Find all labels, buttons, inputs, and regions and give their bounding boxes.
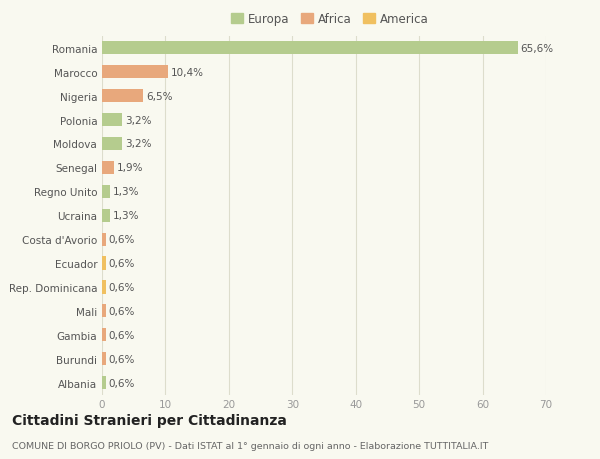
Text: 3,2%: 3,2% xyxy=(125,115,151,125)
Text: 0,6%: 0,6% xyxy=(109,330,135,340)
Bar xyxy=(102,114,122,127)
Text: 10,4%: 10,4% xyxy=(170,67,203,78)
Legend: Europa, Africa, America: Europa, Africa, America xyxy=(227,8,433,31)
Bar xyxy=(102,353,106,365)
Bar xyxy=(102,42,518,55)
Bar xyxy=(102,66,168,79)
Text: 0,6%: 0,6% xyxy=(109,282,135,292)
Bar xyxy=(102,209,110,222)
Text: 0,6%: 0,6% xyxy=(109,306,135,316)
Bar xyxy=(102,185,110,198)
Text: 0,6%: 0,6% xyxy=(109,354,135,364)
Bar xyxy=(102,376,106,389)
Text: 65,6%: 65,6% xyxy=(521,44,554,54)
Text: 6,5%: 6,5% xyxy=(146,91,172,101)
Text: 0,6%: 0,6% xyxy=(109,258,135,269)
Text: 0,6%: 0,6% xyxy=(109,378,135,388)
Text: 1,3%: 1,3% xyxy=(113,211,139,221)
Bar xyxy=(102,281,106,294)
Text: 3,2%: 3,2% xyxy=(125,139,151,149)
Bar xyxy=(102,90,143,103)
Text: COMUNE DI BORGO PRIOLO (PV) - Dati ISTAT al 1° gennaio di ogni anno - Elaborazio: COMUNE DI BORGO PRIOLO (PV) - Dati ISTAT… xyxy=(12,441,488,450)
Bar xyxy=(102,257,106,270)
Text: 0,6%: 0,6% xyxy=(109,235,135,245)
Bar xyxy=(102,162,114,174)
Text: Cittadini Stranieri per Cittadinanza: Cittadini Stranieri per Cittadinanza xyxy=(12,413,287,427)
Bar xyxy=(102,138,122,151)
Bar xyxy=(102,233,106,246)
Text: 1,9%: 1,9% xyxy=(116,163,143,173)
Bar xyxy=(102,305,106,318)
Text: 1,3%: 1,3% xyxy=(113,187,139,197)
Bar xyxy=(102,329,106,341)
